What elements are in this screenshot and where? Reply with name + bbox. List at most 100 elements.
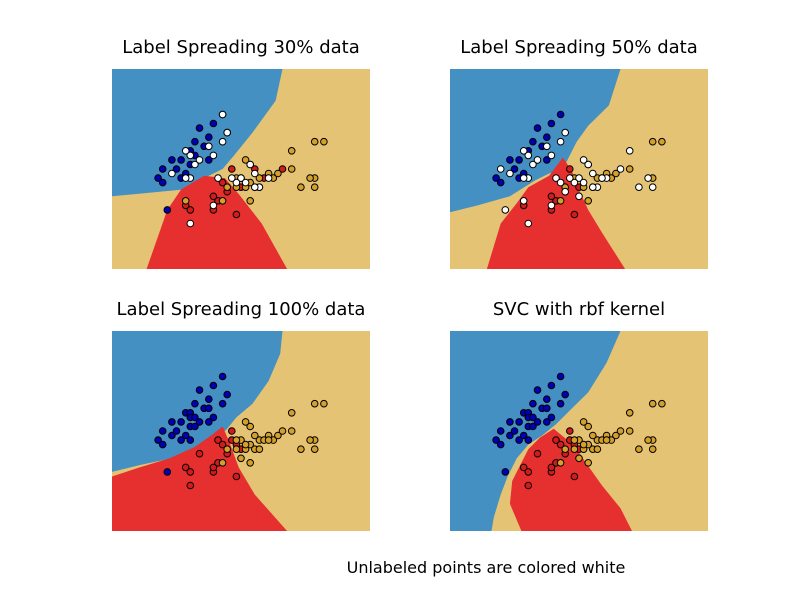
data-point-unlabeled — [561, 187, 570, 196]
data-point-unlabeled — [264, 174, 273, 182]
data-point-setosa — [172, 165, 181, 173]
data-point-unlabeled — [241, 178, 250, 187]
data-point-setosa — [529, 137, 537, 146]
data-point-versicolor — [566, 165, 574, 173]
data-point-unlabeled — [218, 110, 227, 119]
data-point-unlabeled — [575, 174, 583, 182]
data-point-versicolor — [186, 481, 195, 490]
data-point-virginica — [274, 431, 282, 440]
data-point-versicolor — [228, 165, 236, 173]
data-point-virginica — [306, 436, 314, 444]
data-point-virginica — [575, 454, 583, 463]
decision-region-versicolor — [146, 175, 288, 269]
decision-region-setosa — [112, 69, 283, 197]
data-point-virginica — [556, 197, 565, 205]
panel-2: Label Spreading 50% data — [450, 37, 708, 269]
data-point-unlabeled — [246, 160, 254, 169]
data-point-setosa — [496, 427, 505, 435]
data-point-virginica — [310, 445, 319, 454]
data-point-unlabeled — [209, 201, 218, 210]
data-point-virginica — [320, 137, 328, 146]
data-point-versicolor — [218, 178, 227, 187]
data-point-setosa — [172, 427, 181, 435]
data-point-versicolor — [209, 463, 218, 472]
data-point-virginica — [589, 431, 597, 440]
data-point-setosa — [510, 165, 519, 173]
data-point-unlabeled — [228, 174, 236, 182]
data-point-unlabeled — [533, 156, 542, 164]
data-point-virginica — [232, 445, 241, 454]
data-point-setosa — [191, 413, 199, 422]
data-point-setosa — [510, 427, 519, 435]
plot-area — [112, 331, 370, 531]
data-point-setosa — [533, 386, 542, 394]
data-point-unlabeled — [251, 183, 259, 191]
data-point-setosa — [515, 418, 523, 426]
data-point-setosa — [177, 156, 185, 164]
data-point-unlabeled — [644, 174, 652, 182]
panel-title: Label Spreading 50% data — [460, 37, 698, 58]
data-point-unlabeled — [598, 174, 606, 182]
data-point-versicolor — [232, 472, 241, 481]
data-point-setosa — [529, 399, 537, 408]
data-point-virginica — [310, 399, 319, 408]
data-point-unlabeled — [566, 174, 574, 182]
data-point-setosa — [506, 418, 514, 426]
data-point-setosa — [209, 413, 218, 422]
panel-title: Label Spreading 30% data — [122, 37, 360, 58]
data-point-unlabeled — [519, 147, 528, 155]
data-point-setosa — [561, 390, 570, 399]
data-point-virginica — [306, 174, 314, 182]
data-point-unlabeled — [251, 169, 259, 178]
data-point-setosa — [492, 174, 500, 182]
data-point-versicolor — [533, 449, 542, 458]
data-point-setosa — [154, 174, 162, 182]
data-point-virginica — [287, 165, 296, 173]
data-point-unlabeled — [181, 147, 190, 155]
data-point-unlabeled — [575, 192, 583, 201]
data-point-virginica — [561, 445, 570, 454]
data-point-virginica — [579, 440, 588, 449]
data-point-virginica — [255, 174, 264, 182]
data-point-virginica — [246, 197, 254, 205]
data-point-virginica — [297, 445, 305, 454]
decision-region-versicolor — [112, 426, 288, 531]
data-point-setosa — [524, 436, 533, 444]
data-point-unlabeled — [625, 147, 634, 155]
data-point-virginica — [287, 147, 296, 155]
data-point-virginica — [241, 418, 250, 426]
data-point-unlabeled — [223, 128, 231, 137]
footer-note-text: Unlabeled points are colored white — [346, 558, 626, 577]
data-point-unlabeled — [579, 156, 588, 164]
data-point-versicolor — [519, 463, 528, 472]
data-point-setosa — [543, 156, 551, 164]
data-point-versicolor — [552, 436, 560, 444]
data-point-setosa — [556, 372, 565, 381]
data-point-setosa — [205, 395, 213, 404]
data-point-unlabeled — [556, 137, 565, 146]
data-point-unlabeled — [570, 178, 579, 187]
data-point-unlabeled — [589, 169, 597, 178]
data-point-virginica — [625, 427, 634, 435]
data-point-setosa — [218, 372, 227, 381]
data-point-virginica — [310, 137, 319, 146]
data-point-unlabeled — [205, 142, 213, 151]
data-point-virginica — [241, 440, 250, 449]
data-point-virginica — [246, 422, 254, 431]
data-point-setosa — [533, 124, 542, 132]
data-point-unlabeled — [524, 219, 533, 228]
data-point-unlabeled — [218, 137, 227, 146]
data-point-versicolor — [524, 481, 533, 490]
data-point-virginica — [218, 459, 227, 467]
data-point-setosa — [205, 156, 213, 164]
data-point-virginica — [648, 445, 657, 454]
panel-title: Label Spreading 100% data — [117, 299, 366, 320]
data-point-virginica — [625, 409, 634, 417]
data-point-setosa — [515, 156, 523, 164]
data-point-versicolor — [547, 463, 556, 472]
plot-area — [450, 331, 708, 531]
data-point-virginica — [251, 431, 259, 440]
data-point-unlabeled — [209, 151, 218, 160]
data-point-virginica — [223, 445, 231, 454]
data-point-unlabeled — [195, 156, 204, 164]
